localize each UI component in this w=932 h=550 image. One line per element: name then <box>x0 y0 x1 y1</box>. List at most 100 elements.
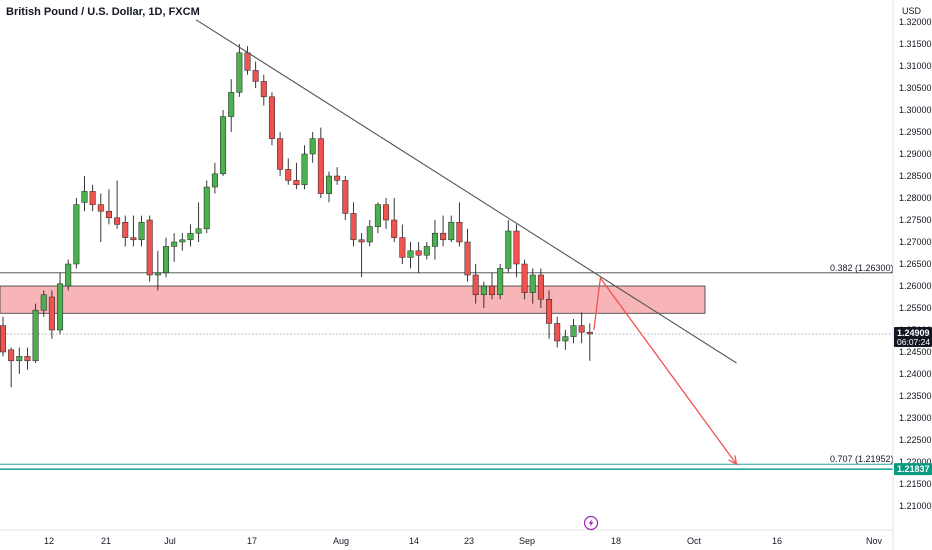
candle-body <box>40 294 47 311</box>
candle[interactable] <box>350 202 357 247</box>
candle[interactable] <box>105 189 112 225</box>
candle-body <box>97 204 104 212</box>
candle-body <box>317 138 324 194</box>
candle[interactable] <box>497 264 504 300</box>
candle[interactable] <box>374 202 381 234</box>
candle[interactable] <box>130 215 137 247</box>
candle[interactable] <box>203 180 210 234</box>
candle[interactable] <box>97 193 104 242</box>
candle[interactable] <box>260 74 267 106</box>
candle-body <box>32 309 39 362</box>
candle[interactable] <box>505 220 512 273</box>
candle[interactable] <box>228 79 235 132</box>
time-tick-label: Jul <box>164 536 176 546</box>
candle[interactable] <box>342 176 349 220</box>
candle[interactable] <box>537 268 544 308</box>
time-axis[interactable]: 12 21 Jul 17 Aug 14 23 Sep 18 Oct 16 Nov <box>44 536 883 546</box>
candle[interactable] <box>440 215 447 247</box>
candle[interactable] <box>220 110 227 176</box>
candle[interactable] <box>40 290 47 317</box>
time-tick-label: Oct <box>687 536 702 546</box>
time-tick-label: 14 <box>409 536 419 546</box>
candle[interactable] <box>334 167 341 185</box>
candle[interactable] <box>423 242 430 260</box>
candle[interactable] <box>48 290 55 339</box>
candle[interactable] <box>464 228 471 282</box>
candle[interactable] <box>16 347 23 374</box>
candle[interactable] <box>399 224 406 264</box>
candle[interactable] <box>326 171 332 203</box>
time-tick-label: 21 <box>101 536 111 546</box>
descending-trendline[interactable] <box>195 19 737 364</box>
candle[interactable] <box>293 162 300 190</box>
candle[interactable] <box>415 242 422 273</box>
candle[interactable] <box>138 215 145 247</box>
candles-layer[interactable] <box>0 44 593 388</box>
candle[interactable] <box>24 347 31 370</box>
candle[interactable] <box>521 259 528 300</box>
candle[interactable] <box>301 145 308 190</box>
projection-arrow[interactable] <box>593 276 738 465</box>
last-price-value: 1.24909 <box>897 328 930 338</box>
candle[interactable] <box>57 272 64 335</box>
candle-body <box>415 250 422 256</box>
candle[interactable] <box>8 347 15 388</box>
price-tick-label: 1.23000 <box>899 413 932 423</box>
arrow-head <box>728 455 738 466</box>
candle[interactable] <box>546 290 553 339</box>
candle[interactable] <box>472 264 479 304</box>
candle[interactable] <box>65 259 72 291</box>
candle-body <box>122 221 129 238</box>
candle[interactable] <box>179 233 186 251</box>
candle[interactable] <box>513 224 520 278</box>
candle[interactable] <box>81 176 88 212</box>
candle[interactable] <box>529 268 536 304</box>
price-tick-label: 1.22500 <box>899 435 932 445</box>
candle-body <box>171 241 178 247</box>
candle[interactable] <box>32 303 39 363</box>
candle-body <box>211 173 218 188</box>
candle[interactable] <box>146 215 153 282</box>
drawings-layer[interactable] <box>195 19 738 466</box>
candle[interactable] <box>0 316 6 357</box>
candle[interactable] <box>489 272 495 300</box>
price-tick-label: 1.30000 <box>899 105 932 115</box>
candle-body <box>0 325 6 353</box>
candle[interactable] <box>163 237 169 278</box>
candle[interactable] <box>578 312 585 344</box>
candle[interactable] <box>309 132 316 163</box>
candle[interactable] <box>570 319 577 344</box>
candle[interactable] <box>114 180 121 229</box>
candle[interactable] <box>383 198 390 229</box>
candle[interactable] <box>317 127 324 198</box>
candle[interactable] <box>407 242 414 269</box>
resistance-zone[interactable] <box>0 285 706 314</box>
candle[interactable] <box>154 250 161 291</box>
candle[interactable] <box>187 224 194 247</box>
candle[interactable] <box>277 132 284 176</box>
candle[interactable] <box>122 215 129 247</box>
candle[interactable] <box>195 202 202 242</box>
candle[interactable] <box>171 233 178 262</box>
candle[interactable] <box>448 215 455 242</box>
candle[interactable] <box>562 330 569 350</box>
candle-body <box>358 239 365 243</box>
candle[interactable] <box>211 162 218 194</box>
candle[interactable] <box>73 198 80 269</box>
candle[interactable] <box>431 220 438 260</box>
candle[interactable] <box>586 323 593 361</box>
candle[interactable] <box>480 281 487 308</box>
lightning-icon[interactable] <box>583 515 599 531</box>
candle[interactable] <box>252 61 259 88</box>
candle[interactable] <box>391 198 398 242</box>
candle[interactable] <box>554 316 561 348</box>
candle[interactable] <box>358 233 365 278</box>
candle[interactable] <box>456 202 463 247</box>
candle[interactable] <box>366 220 373 247</box>
candle[interactable] <box>285 158 292 185</box>
candle[interactable] <box>268 92 275 146</box>
candle[interactable] <box>236 44 243 97</box>
candle[interactable] <box>89 184 96 212</box>
candle-body <box>342 180 349 214</box>
